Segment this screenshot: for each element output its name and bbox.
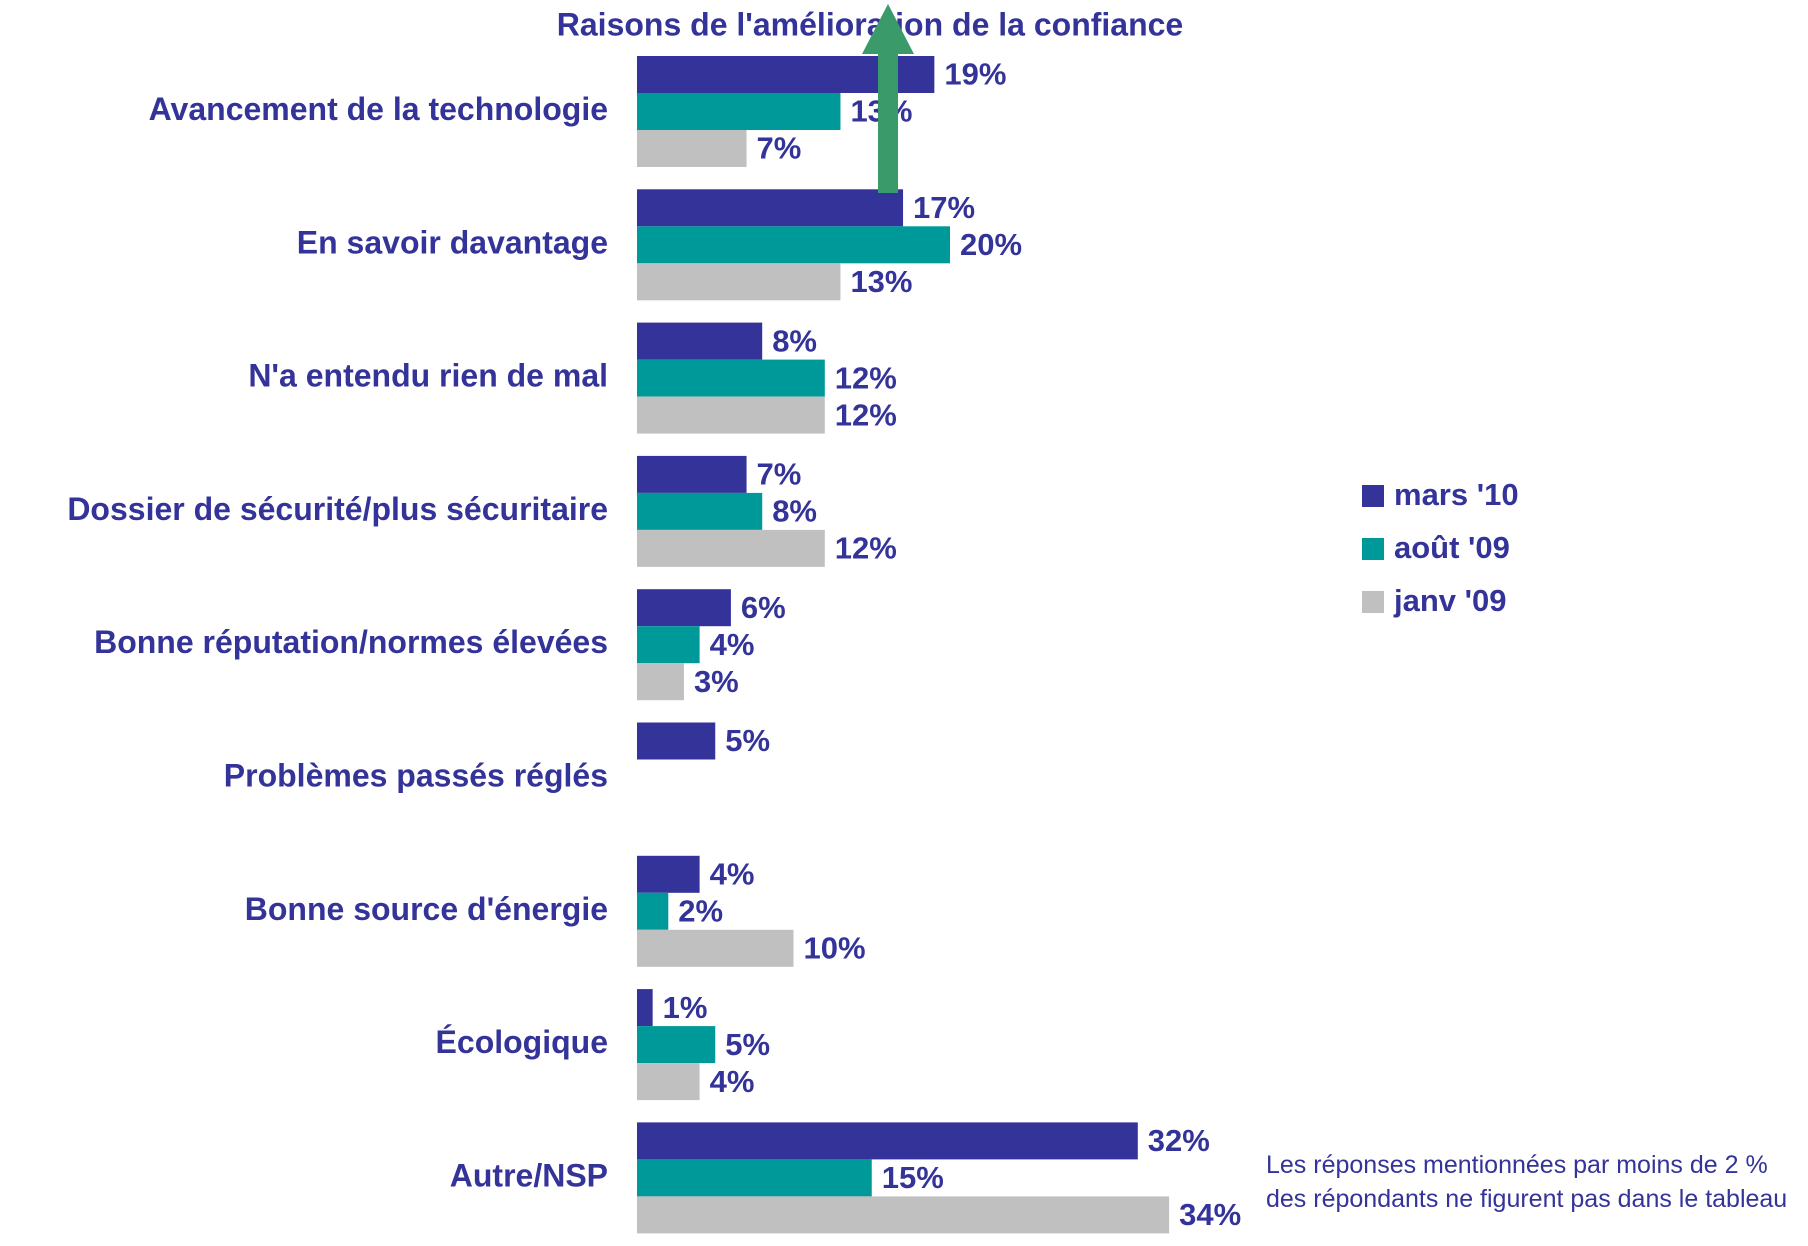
bar	[637, 93, 841, 130]
value-label: 32%	[1148, 1123, 1210, 1158]
value-label: 8%	[772, 494, 817, 529]
bar	[637, 855, 700, 893]
value-label: 13%	[850, 264, 912, 299]
value-label: 3%	[694, 664, 739, 699]
bar	[637, 359, 825, 397]
legend-label: août '09	[1394, 530, 1510, 565]
category-label: Autre/NSP	[450, 1157, 608, 1193]
bar	[637, 189, 904, 227]
bar	[637, 1122, 1138, 1160]
bar	[637, 1063, 700, 1101]
value-label: 12%	[835, 397, 897, 432]
bar	[637, 626, 700, 664]
value-label: 6%	[741, 590, 786, 625]
category-label: Écologique	[436, 1024, 608, 1060]
value-label: 12%	[835, 531, 897, 566]
arrow-head	[862, 4, 914, 54]
legend-label: janv '09	[1393, 583, 1507, 618]
category-label: Bonne réputation/normes élevées	[94, 624, 608, 660]
bar	[637, 722, 716, 760]
bar	[637, 396, 825, 434]
value-label: 7%	[757, 457, 802, 492]
value-label: 5%	[725, 723, 770, 758]
value-label: 4%	[710, 856, 755, 891]
value-label: 10%	[804, 930, 866, 965]
arrow-shaft	[878, 50, 898, 193]
footnote: Les réponses mentionnées par moins de 2 …	[1266, 1151, 1788, 1213]
value-label: 1%	[663, 990, 708, 1025]
value-label: 8%	[772, 323, 817, 358]
category-label: N'a entendu rien de mal	[248, 358, 608, 394]
bar	[637, 492, 763, 530]
legend-label: mars '10	[1394, 477, 1519, 512]
bar	[637, 1026, 716, 1064]
bar	[637, 989, 653, 1027]
bar	[637, 929, 794, 967]
chart-title: Raisons de l'amélioration de la confianc…	[557, 6, 1183, 42]
legend-swatch	[1362, 485, 1384, 507]
value-label: 19%	[944, 57, 1006, 92]
bar	[637, 589, 731, 627]
value-label: 4%	[710, 627, 755, 662]
category-label: Avancement de la technologie	[149, 91, 608, 127]
bar	[637, 1159, 872, 1197]
bar	[637, 130, 747, 167]
legend-swatch	[1362, 591, 1384, 613]
bar	[637, 263, 841, 301]
bar	[637, 322, 763, 360]
value-label: 34%	[1179, 1197, 1241, 1232]
bar	[637, 455, 747, 493]
category-label: En savoir davantage	[297, 224, 608, 260]
value-label: 2%	[678, 893, 723, 928]
value-label: 15%	[882, 1160, 944, 1195]
bar	[637, 892, 669, 930]
value-label: 5%	[725, 1027, 770, 1062]
value-label: 17%	[913, 190, 975, 225]
value-label: 7%	[757, 131, 802, 166]
bar	[637, 1196, 1170, 1234]
bar	[637, 226, 950, 264]
category-label: Dossier de sécurité/plus sécuritaire	[67, 491, 608, 527]
legend-swatch	[1362, 538, 1384, 560]
bar	[637, 663, 684, 701]
category-label: Bonne source d'énergie	[245, 891, 608, 927]
value-label: 4%	[710, 1064, 755, 1099]
value-label: 12%	[835, 360, 897, 395]
category-label: Problèmes passés réglés	[224, 757, 608, 793]
value-label: 20%	[960, 227, 1022, 262]
bar	[637, 529, 825, 567]
